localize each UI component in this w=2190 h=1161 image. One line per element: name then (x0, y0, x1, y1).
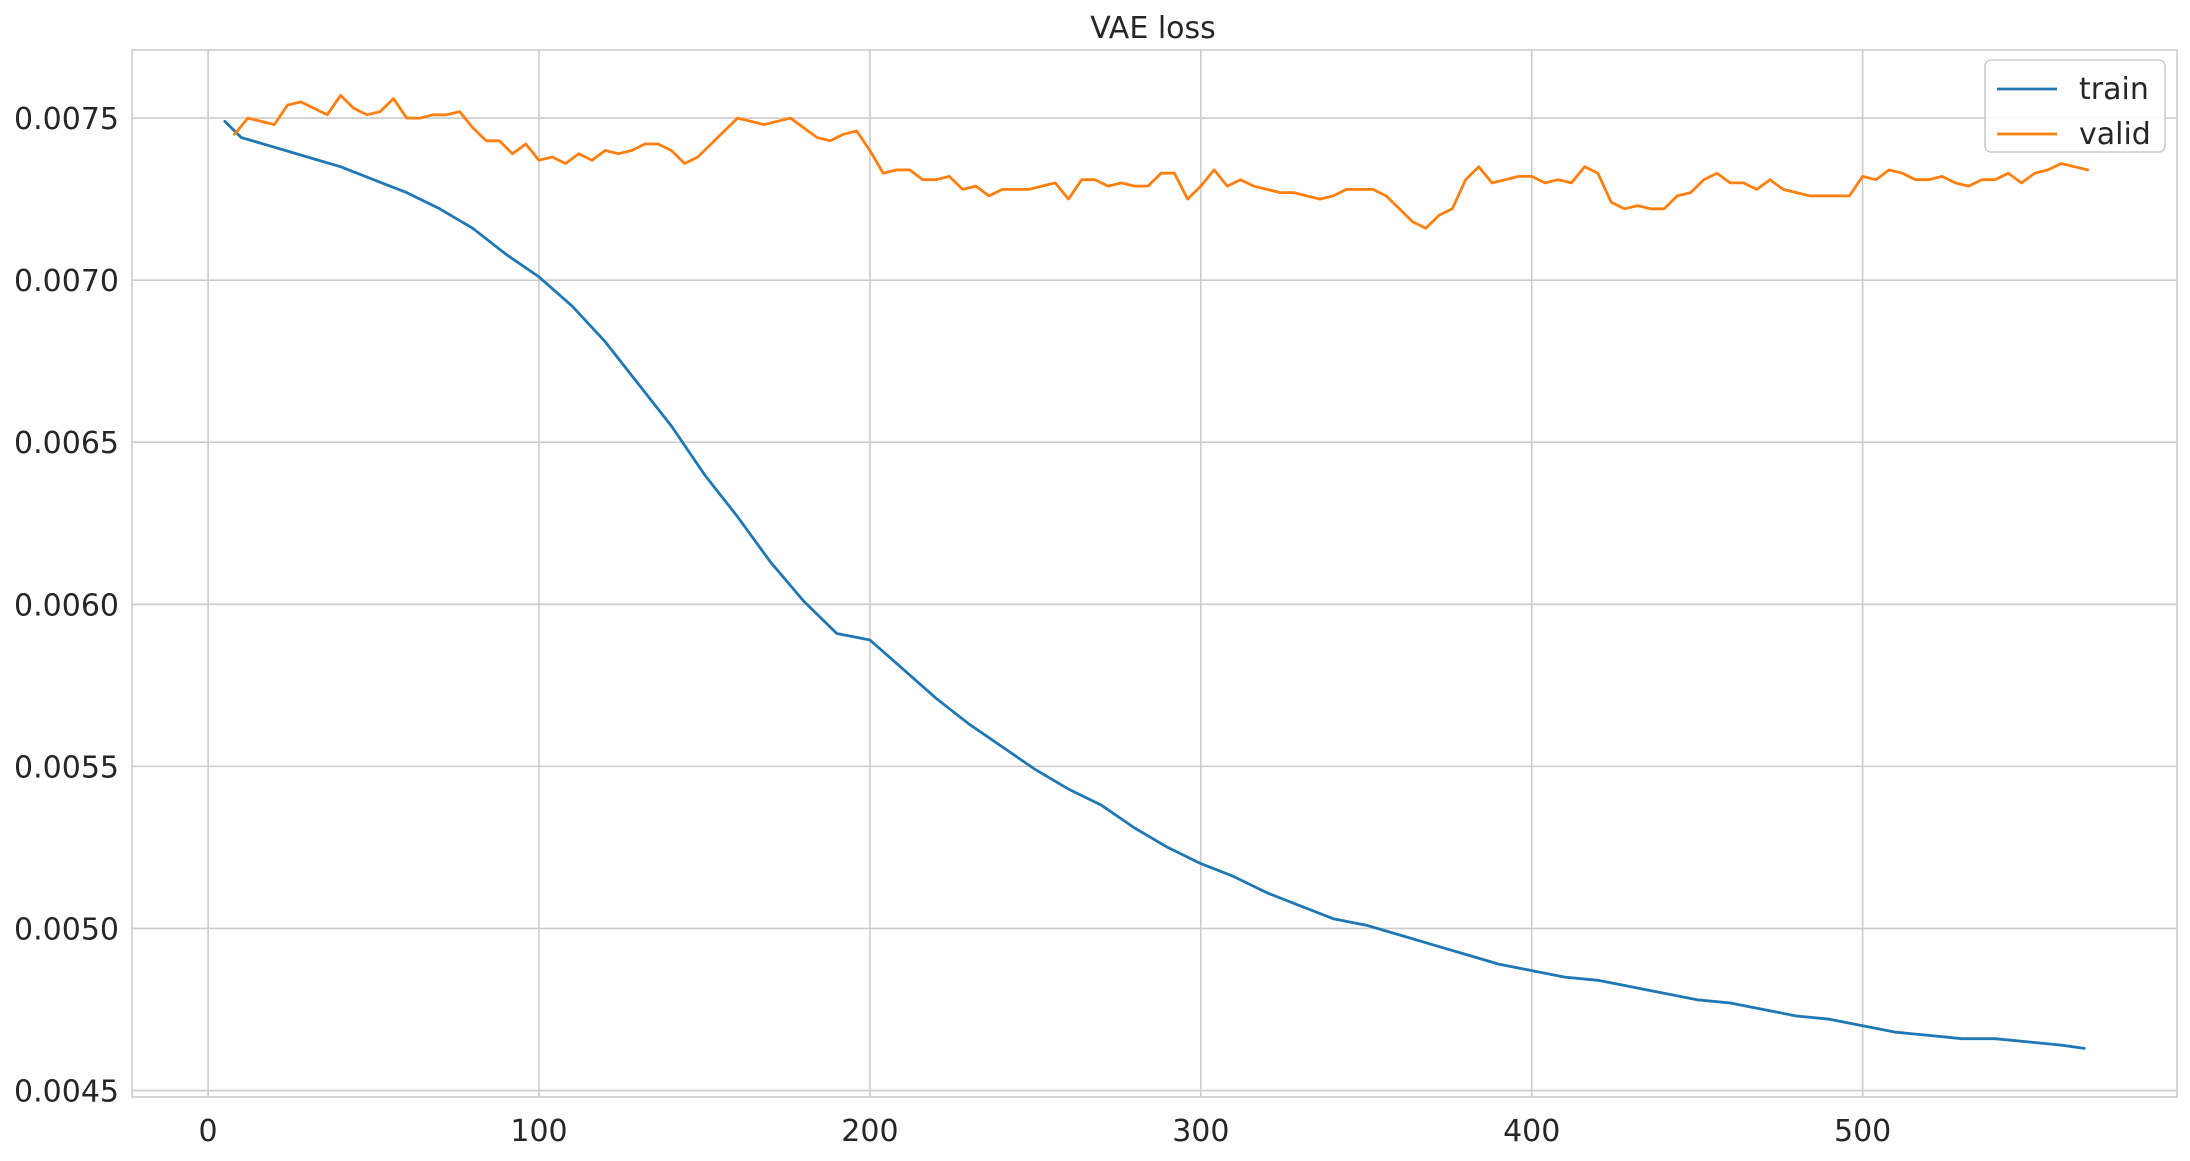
x-tick-label: 500 (1834, 1114, 1891, 1149)
x-tick-label: 400 (1503, 1114, 1560, 1149)
x-tick-label: 0 (199, 1114, 218, 1149)
series-line-train (223, 119, 2086, 1050)
x-tick-label: 100 (510, 1114, 567, 1149)
y-tick-label: 0.0045 (14, 1075, 119, 1110)
y-tick-label: 0.0070 (14, 264, 119, 299)
series-line-valid (233, 94, 2090, 230)
x-tick-label: 300 (1172, 1114, 1229, 1149)
legend: train valid (1984, 59, 2166, 153)
legend-label-valid: valid (2079, 117, 2151, 152)
legend-box (1984, 59, 2166, 153)
chart-title: VAE loss (1090, 11, 1216, 46)
y-tick-label: 0.0065 (14, 426, 119, 461)
y-tick-label: 0.0060 (14, 588, 119, 623)
y-axis: 0.0045 0.0050 0.0055 0.0060 0.0065 0.0070 0.00… (14, 102, 119, 1109)
y-tick-label: 0.0055 (14, 750, 119, 785)
y-tick-label: 0.0050 (14, 912, 119, 947)
x-axis: 0 100 200 300 400 500 (199, 1114, 1892, 1149)
x-tick-label: 200 (841, 1114, 898, 1149)
grid (132, 50, 2177, 1097)
series-layer (223, 94, 2090, 1050)
plot-frame (131, 49, 2178, 1098)
y-tick-label: 0.0075 (14, 102, 119, 137)
legend-label-train: train (2079, 72, 2149, 107)
